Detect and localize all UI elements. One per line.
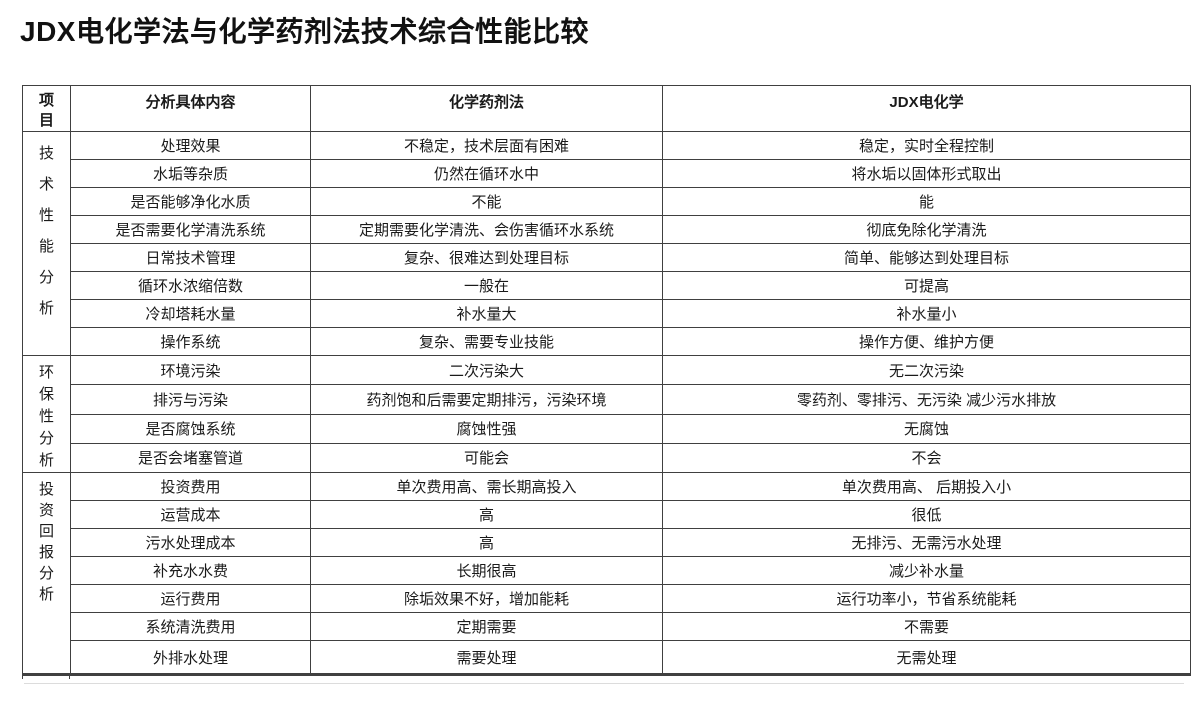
analysis-item-cell: 污水处理成本 (70, 528, 311, 557)
analysis-item-cell: 运营成本 (70, 500, 311, 529)
jdx-method-cell: 无腐蚀 (662, 413, 1191, 444)
jdx-method-cell: 不会 (662, 442, 1191, 474)
group-label-environmental: 环保性分析 (22, 355, 71, 473)
jdx-method-cell: 无二次污染 (662, 354, 1191, 386)
table-row: 水垢等杂质 仍然在循环水中 将水垢以固体形式取出 (23, 159, 1191, 188)
jdx-method-cell: 简单、能够达到处理目标 (662, 243, 1191, 272)
jdx-method-cell: 将水垢以固体形式取出 (662, 159, 1191, 188)
table-row: 是否腐蚀系统 腐蚀性强 无腐蚀 (23, 413, 1191, 444)
chemical-method-cell: 不能 (310, 187, 663, 216)
chemical-method-cell: 需要处理 (310, 640, 663, 675)
table-row: 操作系统 复杂、需要专业技能 操作方便、维护方便 (23, 327, 1191, 356)
analysis-item-cell: 操作系统 (70, 327, 311, 356)
jdx-method-cell: 不需要 (662, 612, 1191, 641)
header-category-label: 项目 (39, 92, 55, 129)
table-row: 是否需要化学清洗系统 定期需要化学清洗、会伤害循环水系统 彻底免除化学清洗 (23, 215, 1191, 244)
chemical-method-cell: 复杂、很难达到处理目标 (310, 243, 663, 272)
analysis-item-cell: 是否需要化学清洗系统 (70, 215, 311, 244)
chemical-method-cell: 除垢效果不好，增加能耗 (310, 584, 663, 613)
jdx-method-cell: 可提高 (662, 271, 1191, 300)
chemical-method-cell: 药剂饱和后需要定期排污，污染环境 (310, 384, 663, 415)
jdx-method-cell: 稳定，实时全程控制 (662, 131, 1191, 160)
group-label-technical-performance: 技术性能分析 (22, 131, 71, 356)
table-row: 环保性分析 环境污染 二次污染大 无二次污染 (22, 354, 1191, 473)
table-header-row: 项目 分析具体内容 化学药剂法 JDX电化学 (22, 85, 1191, 132)
slide: JDX电化学法与化学药剂法技术综合性能比较 项目 分析具体内容 化学药剂法 JD… (0, 10, 1200, 684)
jdx-method-cell: 运行功率小，节省系统能耗 (662, 584, 1191, 613)
header-category: 项目 (22, 85, 71, 132)
chemical-method-cell: 定期需要化学清洗、会伤害循环水系统 (310, 215, 663, 244)
header-chemical-method: 化学药剂法 (310, 85, 663, 132)
jdx-method-cell: 很低 (662, 500, 1191, 529)
analysis-item-cell: 是否会堵塞管道 (70, 442, 311, 474)
jdx-method-cell: 彻底免除化学清洗 (662, 215, 1191, 244)
chemical-method-cell: 一般在 (310, 271, 663, 300)
chemical-method-cell: 定期需要 (310, 612, 663, 641)
chemical-method-cell: 腐蚀性强 (310, 413, 663, 444)
group-label-investment-return: 投资回报分析 (22, 472, 71, 675)
table-row: 循环水浓缩倍数 一般在 可提高 (23, 271, 1191, 300)
chemical-method-cell: 高 (310, 500, 663, 529)
analysis-item-cell: 投资费用 (70, 472, 311, 501)
chemical-method-cell: 补水量大 (310, 299, 663, 328)
jdx-method-cell: 单次费用高、 后期投入小 (662, 472, 1191, 501)
chemical-method-cell: 复杂、需要专业技能 (310, 327, 663, 356)
table-row: 是否能够净化水质 不能 能 (23, 187, 1191, 216)
comparison-table: 项目 分析具体内容 化学药剂法 JDX电化学 技术性能分析 处理效果 不稳定，技… (22, 85, 1191, 676)
analysis-item-cell: 日常技术管理 (70, 243, 311, 272)
analysis-item-cell: 处理效果 (70, 131, 311, 160)
jdx-method-cell: 能 (662, 187, 1191, 216)
header-jdx-method: JDX电化学 (662, 85, 1191, 132)
table-row: 补充水水费 长期很高 减少补水量 (23, 556, 1191, 585)
analysis-item-cell: 循环水浓缩倍数 (70, 271, 311, 300)
faint-bottom-line (24, 683, 1184, 684)
analysis-item-cell: 补充水水费 (70, 556, 311, 585)
table-row: 投资回报分析 投资费用 单次费用高、需长期高投入 单次费用高、 后期投入小 (22, 472, 1191, 675)
analysis-item-cell: 外排水处理 (70, 640, 311, 675)
analysis-item-cell: 系统清洗费用 (70, 612, 311, 641)
jdx-method-cell: 无需处理 (662, 640, 1191, 675)
comparison-table-container: 项目 分析具体内容 化学药剂法 JDX电化学 技术性能分析 处理效果 不稳定，技… (22, 85, 1191, 684)
page-title: JDX电化学法与化学药剂法技术综合性能比较 (20, 16, 589, 47)
jdx-method-cell: 减少补水量 (662, 556, 1191, 585)
analysis-item-cell: 冷却塔耗水量 (70, 299, 311, 328)
analysis-item-cell: 排污与污染 (70, 384, 311, 415)
analysis-item-cell: 水垢等杂质 (70, 159, 311, 188)
chemical-method-cell: 长期很高 (310, 556, 663, 585)
table-row: 是否会堵塞管道 可能会 不会 (23, 442, 1191, 474)
table-row: 排污与污染 药剂饱和后需要定期排污，污染环境 零药剂、零排污、无污染 减少污水排… (23, 384, 1191, 415)
jdx-method-cell: 零药剂、零排污、无污染 减少污水排放 (662, 384, 1191, 415)
table-row: 运行费用 除垢效果不好，增加能耗 运行功率小，节省系统能耗 (23, 584, 1191, 613)
chemical-method-cell: 单次费用高、需长期高投入 (310, 472, 663, 501)
table-row: 日常技术管理 复杂、很难达到处理目标 简单、能够达到处理目标 (23, 243, 1191, 272)
chemical-method-cell: 仍然在循环水中 (310, 159, 663, 188)
analysis-item-cell: 是否腐蚀系统 (70, 413, 311, 444)
table-row: 污水处理成本 高 无排污、无需污水处理 (23, 528, 1191, 557)
table-row: 系统清洗费用 定期需要 不需要 (23, 612, 1191, 641)
chemical-method-cell: 可能会 (310, 442, 663, 474)
chemical-method-cell: 不稳定，技术层面有困难 (310, 131, 663, 160)
chemical-method-cell: 高 (310, 528, 663, 557)
table-row: 运营成本 高 很低 (23, 500, 1191, 529)
table-left-column-stub (22, 676, 70, 679)
chemical-method-cell: 二次污染大 (310, 354, 663, 386)
header-analysis-content: 分析具体内容 (70, 85, 311, 132)
analysis-item-cell: 运行费用 (70, 584, 311, 613)
table-row: 外排水处理 需要处理 无需处理 (23, 640, 1191, 675)
table-row: 冷却塔耗水量 补水量大 补水量小 (23, 299, 1191, 328)
jdx-method-cell: 操作方便、维护方便 (662, 327, 1191, 356)
jdx-method-cell: 无排污、无需污水处理 (662, 528, 1191, 557)
analysis-item-cell: 是否能够净化水质 (70, 187, 311, 216)
table-row: 技术性能分析 处理效果 不稳定，技术层面有困难 稳定，实时全程控制 (22, 131, 1191, 356)
analysis-item-cell: 环境污染 (70, 354, 311, 386)
jdx-method-cell: 补水量小 (662, 299, 1191, 328)
